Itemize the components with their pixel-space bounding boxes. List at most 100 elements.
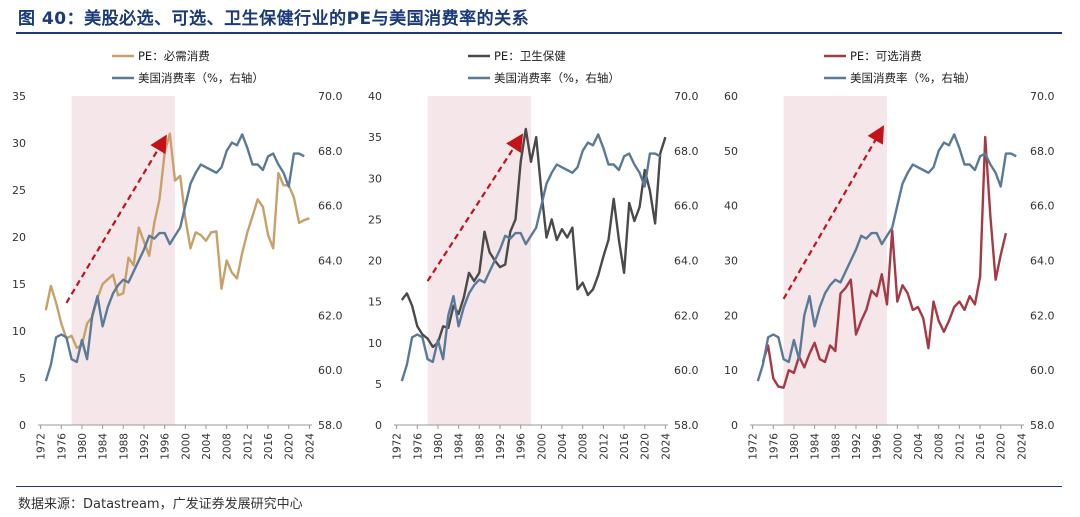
x-tick-label: 2016 bbox=[619, 433, 631, 460]
trend-arrow bbox=[782, 125, 885, 300]
legend-label: PE：必需消费 bbox=[138, 49, 210, 63]
y-right-tick-label: 70.0 bbox=[1030, 90, 1055, 103]
y-left-tick-label: 10 bbox=[12, 325, 26, 338]
x-tick-label: 1988 bbox=[474, 433, 486, 460]
x-tick-label: 2020 bbox=[996, 433, 1008, 460]
x-tick-label: 2016 bbox=[975, 433, 987, 460]
y-right-tick-label: 60.0 bbox=[318, 364, 343, 377]
figure-title: 图 40：美股必选、可选、卫生保健行业的PE与美国消费率的关系 bbox=[18, 9, 530, 29]
x-tick-label: 2008 bbox=[934, 433, 946, 460]
y-left-tick-label: 0 bbox=[731, 419, 738, 432]
y-right-tick-label: 66.0 bbox=[674, 200, 699, 213]
y-left-tick-label: 50 bbox=[724, 145, 738, 158]
footer-divider bbox=[16, 486, 1062, 487]
y-left-tick-label: 35 bbox=[12, 90, 26, 103]
title-divider bbox=[16, 32, 1062, 34]
charts-container: 0 5 10 15 20 25 30 35 58.0 60.0 62.0 64.0 66.0 68.0 70… bbox=[0, 36, 1080, 484]
y-left-tick-label: 20 bbox=[12, 231, 26, 244]
x-tick-label: 1984 bbox=[810, 433, 822, 460]
x-tick-label: 2024 bbox=[660, 433, 672, 460]
y-right-tick-label: 58.0 bbox=[1030, 419, 1055, 432]
x-tick-label: 1988 bbox=[830, 433, 842, 460]
consumption-rate-line bbox=[44, 133, 305, 382]
y-right-tick-label: 70.0 bbox=[318, 90, 343, 103]
x-tick-label: 1976 bbox=[56, 433, 68, 460]
x-tick-label: 2016 bbox=[263, 433, 275, 460]
x-tick-label: 2000 bbox=[892, 433, 904, 460]
shaded-period bbox=[783, 96, 887, 425]
y-left-tick-label: 20 bbox=[368, 255, 382, 268]
consumption-rate-line bbox=[756, 133, 1017, 382]
y-right-tick-label: 62.0 bbox=[674, 309, 699, 322]
y-right-tick-label: 68.0 bbox=[1030, 145, 1055, 158]
y-right-tick-label: 70.0 bbox=[674, 90, 699, 103]
y-left-tick-label: 5 bbox=[375, 378, 382, 391]
chart-staples: 0 5 10 15 20 25 30 35 58.0 60.0 62.0 64.0 66.0 68.0 70… bbox=[12, 49, 343, 460]
x-tick-label: 1992 bbox=[851, 433, 863, 460]
y-left-tick-label: 0 bbox=[19, 419, 26, 432]
y-right-tick-label: 62.0 bbox=[1030, 309, 1055, 322]
trend-arrow bbox=[426, 133, 524, 282]
x-tick-label: 2012 bbox=[242, 433, 254, 460]
x-tick-label: 1976 bbox=[768, 433, 780, 460]
y-left-tick-label: 40 bbox=[368, 90, 382, 103]
y-left-tick-label: 15 bbox=[368, 296, 382, 309]
y-left-tick-label: 25 bbox=[12, 184, 26, 197]
trend-arrow bbox=[65, 134, 167, 304]
y-right-tick-label: 64.0 bbox=[674, 255, 699, 268]
y-left-tick-label: 5 bbox=[19, 372, 26, 385]
x-tick-label: 2004 bbox=[557, 433, 569, 460]
consumption-rate-line bbox=[400, 133, 661, 382]
x-tick-label: 2024 bbox=[1016, 433, 1028, 460]
y-left-tick-label: 0 bbox=[375, 419, 382, 432]
y-left-tick-label: 35 bbox=[368, 131, 382, 144]
x-tick-label: 2000 bbox=[536, 433, 548, 460]
x-tick-label: 1976 bbox=[412, 433, 424, 460]
x-tick-label: 1972 bbox=[36, 433, 48, 460]
y-right-tick-label: 68.0 bbox=[674, 145, 699, 158]
x-tick-label: 2008 bbox=[222, 433, 234, 460]
y-left-tick-label: 10 bbox=[368, 337, 382, 350]
y-right-tick-label: 64.0 bbox=[318, 255, 343, 268]
x-tick-label: 1988 bbox=[118, 433, 130, 460]
pe-line bbox=[44, 132, 310, 350]
y-right-tick-label: 58.0 bbox=[674, 419, 699, 432]
x-tick-label: 2020 bbox=[640, 433, 652, 460]
x-tick-label: 2020 bbox=[284, 433, 296, 460]
x-tick-label: 1984 bbox=[454, 433, 466, 460]
y-left-tick-label: 15 bbox=[12, 278, 26, 291]
x-tick-label: 2012 bbox=[954, 433, 966, 460]
legend-label: PE：可选消费 bbox=[850, 49, 922, 63]
x-tick-label: 1984 bbox=[98, 433, 110, 460]
x-tick-label: 1992 bbox=[139, 433, 151, 460]
legend-label: 美国消费率（%，右轴） bbox=[850, 71, 976, 85]
chart-healthcare: 0 5 10 15 20 25 30 35 40 58.0 60.0 62.0 64.0 66.0 68.0… bbox=[368, 49, 699, 460]
x-tick-label: 1980 bbox=[433, 433, 445, 460]
legend-label: 美国消费率（%，右轴） bbox=[138, 71, 264, 85]
y-right-tick-label: 60.0 bbox=[1030, 364, 1055, 377]
source-note: 数据来源：Datastream，广发证券发展研究中心 bbox=[18, 497, 303, 512]
y-right-tick-label: 58.0 bbox=[318, 419, 343, 432]
x-tick-label: 2008 bbox=[578, 433, 590, 460]
x-tick-label: 2004 bbox=[913, 433, 925, 460]
y-left-tick-label: 30 bbox=[724, 255, 738, 268]
y-right-tick-label: 60.0 bbox=[674, 364, 699, 377]
y-right-tick-label: 62.0 bbox=[318, 309, 343, 322]
x-tick-label: 1980 bbox=[77, 433, 89, 460]
x-tick-label: 1972 bbox=[748, 433, 760, 460]
x-tick-label: 1996 bbox=[160, 433, 172, 460]
y-left-tick-label: 25 bbox=[368, 213, 382, 226]
x-tick-label: 2004 bbox=[201, 433, 213, 460]
y-left-tick-label: 60 bbox=[724, 90, 738, 103]
x-tick-label: 2024 bbox=[304, 433, 316, 460]
chart-discretionary: 0 10 20 30 40 50 60 58.0 60.0 62.0 64.0 66.0 68.0 70.… bbox=[724, 49, 1055, 460]
y-right-tick-label: 68.0 bbox=[318, 145, 343, 158]
y-right-tick-label: 66.0 bbox=[318, 200, 343, 213]
y-right-tick-label: 64.0 bbox=[1030, 255, 1055, 268]
x-tick-label: 1972 bbox=[392, 433, 404, 460]
x-tick-label: 1996 bbox=[516, 433, 528, 460]
x-tick-label: 2000 bbox=[180, 433, 192, 460]
legend-label: PE：卫生保健 bbox=[494, 49, 566, 63]
x-tick-label: 1980 bbox=[789, 433, 801, 460]
x-tick-label: 1996 bbox=[872, 433, 884, 460]
